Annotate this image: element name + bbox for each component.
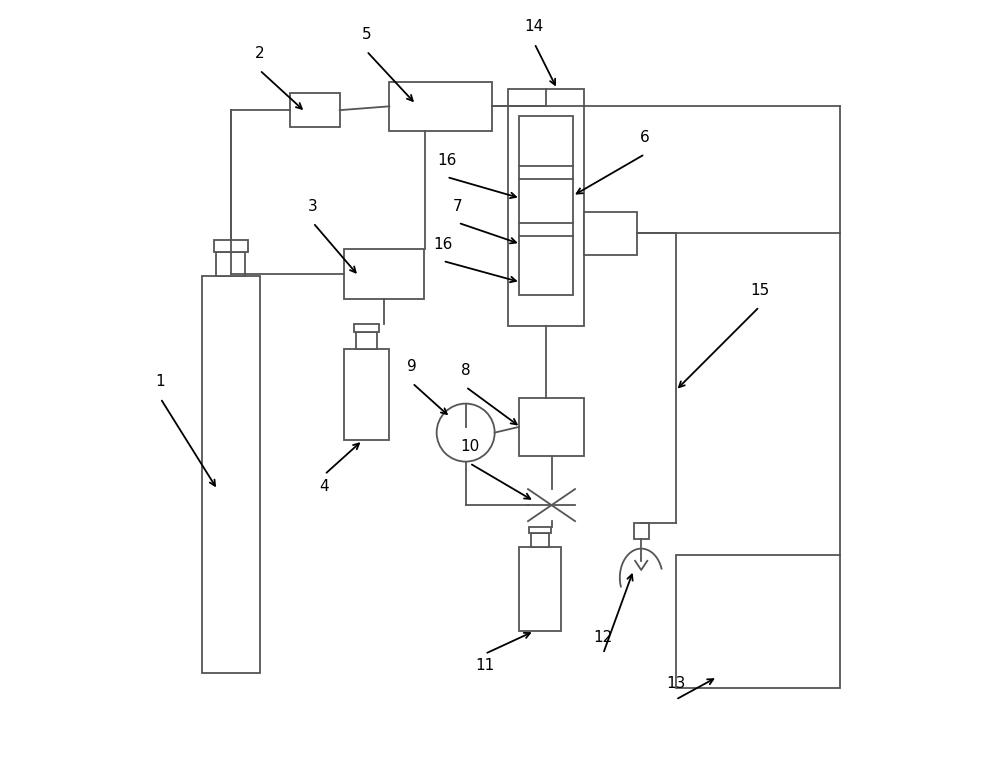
Text: 12: 12 — [593, 630, 613, 645]
Bar — [634, 522, 649, 539]
Bar — [508, 89, 584, 326]
Bar — [356, 332, 377, 349]
Bar — [389, 81, 492, 131]
Text: 4: 4 — [320, 479, 329, 493]
Bar — [202, 277, 260, 673]
Text: 16: 16 — [433, 237, 452, 252]
Bar — [519, 547, 561, 631]
Text: 11: 11 — [475, 658, 494, 673]
Bar — [354, 324, 379, 332]
Bar — [531, 533, 549, 547]
Text: 6: 6 — [640, 130, 650, 145]
Text: 1: 1 — [156, 374, 165, 389]
Bar — [344, 250, 424, 299]
Text: 9: 9 — [407, 358, 417, 374]
Text: 2: 2 — [255, 46, 264, 61]
Bar — [290, 93, 340, 127]
Bar — [519, 116, 573, 295]
Text: 15: 15 — [750, 283, 769, 297]
Text: 3: 3 — [308, 198, 318, 214]
Text: 14: 14 — [525, 19, 544, 34]
Text: 13: 13 — [666, 676, 685, 691]
Bar — [519, 398, 584, 456]
Bar — [214, 241, 248, 252]
Bar — [676, 555, 840, 689]
Bar — [216, 252, 245, 277]
Text: 16: 16 — [437, 152, 456, 168]
Text: 7: 7 — [453, 198, 463, 214]
Text: 8: 8 — [461, 362, 470, 378]
Text: 10: 10 — [460, 439, 479, 454]
Text: 5: 5 — [362, 27, 371, 42]
Bar — [344, 349, 389, 440]
Bar — [529, 527, 551, 533]
Bar — [584, 212, 637, 255]
